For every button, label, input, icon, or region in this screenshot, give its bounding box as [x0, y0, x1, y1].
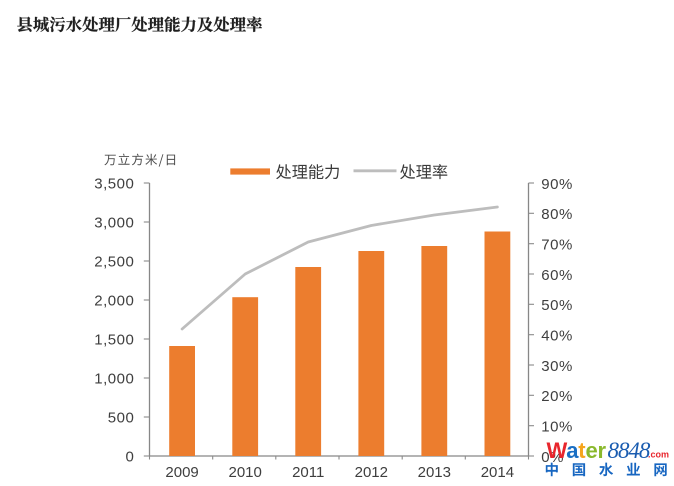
svg-text:50%: 50%	[541, 297, 573, 314]
svg-text:.com: .com	[648, 450, 669, 460]
svg-text:40%: 40%	[541, 328, 573, 345]
svg-text:0%: 0%	[541, 449, 564, 466]
svg-text:80%: 80%	[541, 206, 573, 223]
svg-text:3,000: 3,000	[94, 214, 134, 231]
svg-text:2014: 2014	[481, 464, 514, 481]
svg-text:1,000: 1,000	[94, 370, 134, 387]
svg-text:2013: 2013	[418, 464, 451, 481]
svg-text:2,500: 2,500	[94, 253, 134, 270]
svg-text:2011: 2011	[292, 464, 324, 481]
svg-text:60%: 60%	[541, 267, 573, 284]
svg-text:0: 0	[125, 448, 134, 465]
svg-text:20%: 20%	[541, 388, 573, 405]
svg-text:500: 500	[108, 409, 135, 426]
svg-text:3,500: 3,500	[94, 175, 134, 192]
svg-text:10%: 10%	[541, 419, 573, 436]
svg-text:1,500: 1,500	[94, 331, 134, 348]
svg-text:Water: Water	[547, 438, 607, 463]
svg-text:2010: 2010	[229, 464, 262, 481]
svg-text:2012: 2012	[355, 464, 388, 481]
svg-text:30%: 30%	[541, 358, 573, 375]
svg-text:2009: 2009	[165, 464, 198, 481]
svg-text:8848: 8848	[608, 438, 651, 463]
svg-text:2,000: 2,000	[94, 292, 134, 309]
svg-text:70%: 70%	[541, 237, 573, 254]
svg-text:90%: 90%	[541, 176, 573, 193]
